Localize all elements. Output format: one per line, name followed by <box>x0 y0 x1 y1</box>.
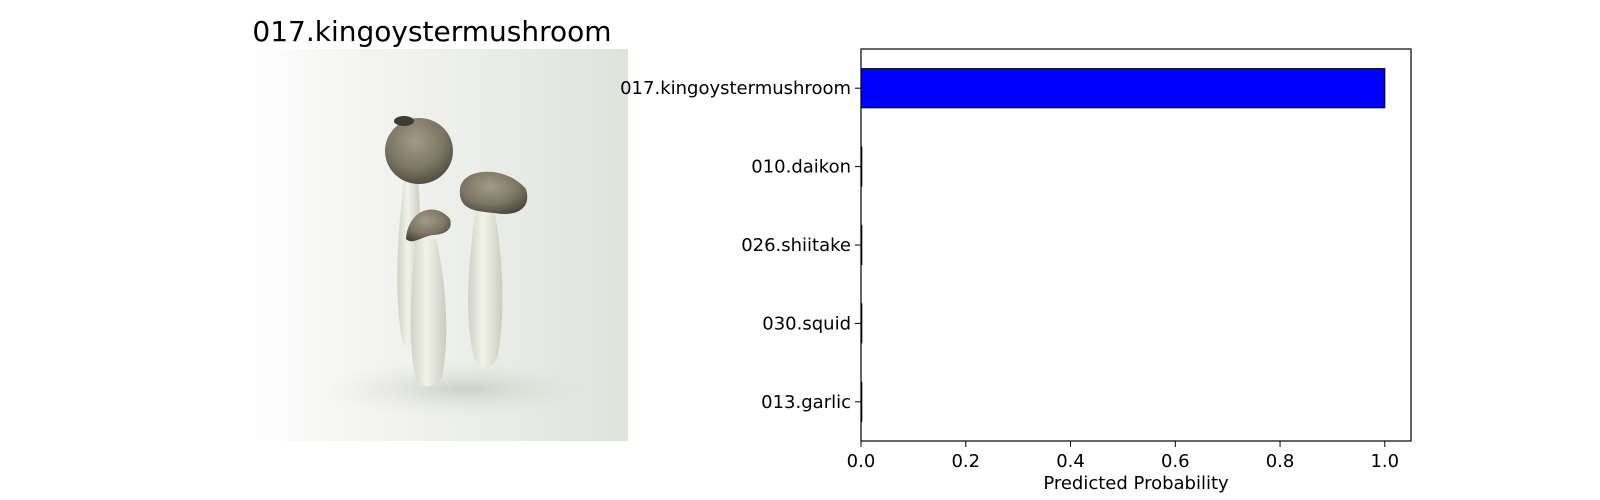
y-tick-label-4: 013.garlic <box>761 392 851 413</box>
x-tick-label-2: 0.4 <box>1056 451 1085 472</box>
y-tick-label-1: 010.daikon <box>751 157 851 178</box>
x-tick-label-0: 0.0 <box>847 451 876 472</box>
x-tick-label-3: 0.6 <box>1161 451 1190 472</box>
bar-0 <box>860 68 1386 109</box>
y-tick-label-0: 017.kingoystermushroom <box>620 78 851 99</box>
x-tick-label-5: 1.0 <box>1370 451 1399 472</box>
x-tick-label-1: 0.2 <box>951 451 980 472</box>
x-ticks-layer: 0.0 0.2 0.4 0.6 0.8 1.0 <box>847 441 1399 472</box>
x-tick-label-4: 0.8 <box>1266 451 1295 472</box>
x-axis-title: Predicted Probability <box>1043 473 1229 494</box>
king-oyster-mushroom-photo <box>236 49 628 441</box>
bars-layer <box>860 68 1386 422</box>
y-tick-label-2: 026.shiitake <box>741 235 851 256</box>
y-tick-label-3: 030.squid <box>762 313 851 334</box>
image-title: 017.kingoystermushroom <box>252 15 612 48</box>
y-ticks-layer: 017.kingoystermushroom 010.daikon 026.shii… <box>620 78 861 413</box>
